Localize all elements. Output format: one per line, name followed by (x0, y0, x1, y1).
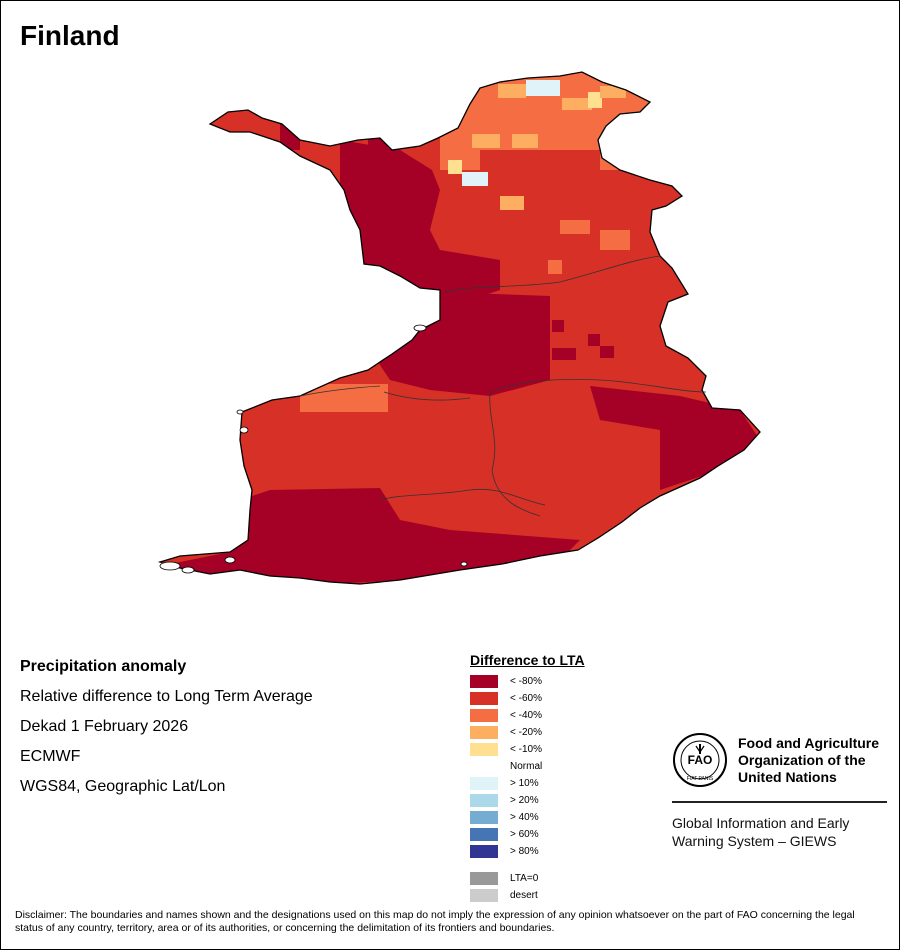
legend-item: < -10% (470, 742, 585, 759)
finland-anomaly-map (159, 71, 761, 585)
legend-item: > 80% (470, 844, 585, 861)
info-line-source: ECMWF (20, 748, 81, 765)
legend-swatch (470, 794, 498, 807)
legend-swatch (470, 726, 498, 739)
legend-swatch (470, 777, 498, 790)
legend-swatch (470, 709, 498, 722)
legend-label: < -40% (510, 710, 542, 721)
legend-item: > 10% (470, 776, 585, 793)
fao-motto: FIAT PANIS (687, 776, 714, 782)
info-heading: Precipitation anomaly (20, 658, 187, 675)
legend-label: > 60% (510, 829, 539, 840)
legend-swatch (470, 845, 498, 858)
legend-swatch (470, 872, 498, 885)
legend-item: LTA=0 (470, 871, 585, 888)
legend-item: < -60% (470, 691, 585, 708)
giews-name: Global Information and Early Warning Sys… (672, 815, 850, 849)
regional-borders (299, 255, 707, 517)
legend-item: < -20% (470, 725, 585, 742)
legend-item: desert (470, 888, 585, 905)
legend-label: LTA=0 (510, 873, 539, 884)
legend-item: > 20% (470, 793, 585, 810)
info-line-description: Relative difference to Long Term Average (20, 688, 313, 705)
legend-label: > 80% (510, 846, 539, 857)
legend-item: > 40% (470, 810, 585, 827)
legend-item: Normal (470, 759, 585, 776)
archipelago-islands (159, 324, 468, 574)
legend-swatch (470, 889, 498, 902)
legend-label: > 20% (510, 795, 539, 806)
legend-item: > 60% (470, 827, 585, 844)
legend-title: Difference to LTA (470, 652, 585, 668)
legend-item: < -40% (470, 708, 585, 725)
legend-swatch (470, 743, 498, 756)
disclaimer: Disclaimer: The boundaries and names sho… (15, 909, 855, 934)
legend-item: < -80% (470, 674, 585, 691)
legend-label: Normal (510, 761, 543, 772)
fao-name: Food and Agriculture Organization of the… (738, 735, 880, 785)
fao-emblem-icon: FAO FIAT PANIS (673, 733, 727, 787)
legend-label: < -60% (510, 693, 542, 704)
legend-label: desert (510, 890, 538, 901)
map-info: Precipitation anomaly Relative differenc… (20, 656, 313, 806)
legend-swatch (470, 828, 498, 841)
map-title: Finland (20, 20, 120, 51)
legend-swatch (470, 692, 498, 705)
legend-label: < -10% (510, 744, 542, 755)
legend-label: > 10% (510, 778, 539, 789)
info-line-period: Dekad 1 February 2026 (20, 718, 189, 735)
legend-swatch (470, 811, 498, 824)
legend-swatch (470, 760, 498, 773)
legend-label: < -20% (510, 727, 542, 738)
svg-text:FAO: FAO (688, 753, 713, 767)
fao-divider (672, 801, 887, 803)
info-line-projection: WGS84, Geographic Lat/Lon (20, 778, 226, 795)
legend-label: < -80% (510, 676, 542, 687)
legend-label: > 40% (510, 812, 539, 823)
legend-swatch (470, 675, 498, 688)
legend: Difference to LTA < -80% < -60% < -40% < -2… (470, 652, 585, 905)
